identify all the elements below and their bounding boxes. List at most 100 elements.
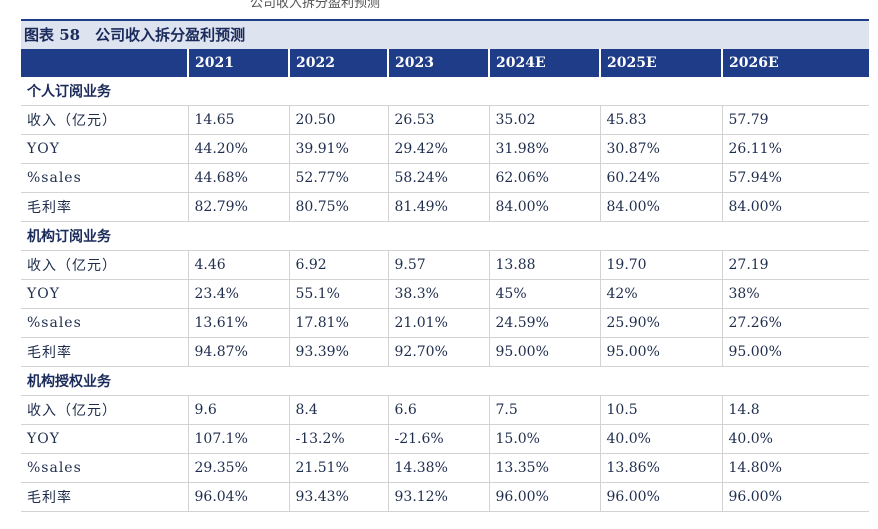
section-title: 机构授权业务 xyxy=(21,366,869,396)
section-row: 个人订阅业务 xyxy=(21,77,869,106)
value-cell: 14.38% xyxy=(388,453,490,483)
row-label: YOY xyxy=(21,424,189,454)
value-cell: 25.90% xyxy=(600,308,723,338)
value-cell: 31.98% xyxy=(489,134,601,164)
row-label: 收入（亿元） xyxy=(21,250,189,280)
value-cell: 35.02 xyxy=(489,105,601,135)
value-cell: 84.00% xyxy=(600,192,723,222)
value-cell: 95.00% xyxy=(489,337,601,367)
value-cell: 14.8 xyxy=(722,395,869,425)
table-row: 毛利率 96.04% 93.43% 93.12% 96.00% 96.00% 96.00% xyxy=(21,482,869,512)
value-cell: 10.5 xyxy=(600,395,723,425)
table-row: 毛利率 82.79% 80.75% 81.49% 84.00% 84.00% 84.00% xyxy=(21,192,869,222)
value-cell: 57.79 xyxy=(722,105,869,135)
value-cell: 95.00% xyxy=(722,337,869,367)
row-label: %sales xyxy=(21,308,189,338)
row-label: YOY xyxy=(21,279,189,309)
header-cell: 2021 xyxy=(188,49,290,77)
value-cell: 52.77% xyxy=(289,163,389,193)
section-title: 个人订阅业务 xyxy=(21,77,869,106)
value-cell: 9.6 xyxy=(188,395,290,425)
value-cell: 60.24% xyxy=(600,163,723,193)
value-cell: 95.00% xyxy=(600,337,723,367)
table-row: YOY 44.20% 39.91% 29.42% 31.98% 30.87% 26.11% xyxy=(21,134,869,164)
value-cell: 6.92 xyxy=(289,250,389,280)
row-label: 毛利率 xyxy=(21,337,189,367)
row-label: %sales xyxy=(21,163,189,193)
value-cell: 27.19 xyxy=(722,250,869,280)
value-cell: 13.88 xyxy=(489,250,601,280)
value-cell: 21.01% xyxy=(388,308,490,338)
value-cell: 21.51% xyxy=(289,453,389,483)
row-label: 收入（亿元） xyxy=(21,105,189,135)
value-cell: -13.2% xyxy=(289,424,389,454)
table-row: 收入（亿元） 4.46 6.92 9.57 13.88 19.70 27.19 xyxy=(21,250,869,280)
value-cell: 96.00% xyxy=(489,482,601,512)
value-cell: 27.26% xyxy=(722,308,869,338)
table-row: 收入（亿元） 14.65 20.50 26.53 35.02 45.83 57.79 xyxy=(21,105,869,135)
header-row: 2021 2022 2023 2024E 2025E 2026E xyxy=(21,49,869,77)
value-cell: 93.12% xyxy=(388,482,490,512)
value-cell: 45.83 xyxy=(600,105,723,135)
value-cell: 84.00% xyxy=(722,192,869,222)
header-cell: 2022 xyxy=(289,49,389,77)
value-cell: 8.4 xyxy=(289,395,389,425)
table-row: %sales 29.35% 21.51% 14.38% 13.35% 13.86% 14.8… xyxy=(21,453,869,483)
value-cell: 45% xyxy=(489,279,601,309)
value-cell: 96.04% xyxy=(188,482,290,512)
value-cell: 44.68% xyxy=(188,163,290,193)
table-row: %sales 44.68% 52.77% 58.24% 62.06% 60.24% 57.9… xyxy=(21,163,869,193)
value-cell: 20.50 xyxy=(289,105,389,135)
value-cell: 57.94% xyxy=(722,163,869,193)
value-cell: 107.1% xyxy=(188,424,290,454)
value-cell: 93.43% xyxy=(289,482,389,512)
section-title: 机构订阅业务 xyxy=(21,221,869,251)
header-cell xyxy=(21,49,189,77)
header-cell: 2026E xyxy=(722,49,869,77)
value-cell: 58.24% xyxy=(388,163,490,193)
row-label: %sales xyxy=(21,453,189,483)
value-cell: 81.49% xyxy=(388,192,490,222)
value-cell: 29.35% xyxy=(188,453,290,483)
row-label: 毛利率 xyxy=(21,482,189,512)
table-row: 收入（亿元） 9.6 8.4 6.6 7.5 10.5 14.8 xyxy=(21,395,869,425)
value-cell: 7.5 xyxy=(489,395,601,425)
value-cell: 13.35% xyxy=(489,453,601,483)
revenue-forecast-table: 2021 2022 2023 2024E 2025E 2026E 个人订阅业务收… xyxy=(21,49,869,512)
table-row: 毛利率 94.87% 93.39% 92.70% 95.00% 95.00% 95.00% xyxy=(21,337,869,367)
figure-title: 图表 58 公司收入拆分盈利预测 xyxy=(21,19,869,49)
value-cell: 29.42% xyxy=(388,134,490,164)
value-cell: 62.06% xyxy=(489,163,601,193)
table-row: YOY 23.4% 55.1% 38.3% 45% 42% 38% xyxy=(21,279,869,309)
value-cell: 26.53 xyxy=(388,105,490,135)
value-cell: 96.00% xyxy=(722,482,869,512)
value-cell: 40.0% xyxy=(600,424,723,454)
value-cell: 38.3% xyxy=(388,279,490,309)
previous-page-text: 公司收入拆分盈利预测 xyxy=(250,0,381,11)
value-cell: 13.86% xyxy=(600,453,723,483)
table-row: YOY 107.1% -13.2% -21.6% 15.0% 40.0% 40.0% xyxy=(21,424,869,454)
value-cell: 42% xyxy=(600,279,723,309)
value-cell: -21.6% xyxy=(388,424,490,454)
value-cell: 19.70 xyxy=(600,250,723,280)
header-cell: 2024E xyxy=(489,49,601,77)
value-cell: 15.0% xyxy=(489,424,601,454)
section-row: 机构订阅业务 xyxy=(21,221,869,251)
value-cell: 39.91% xyxy=(289,134,389,164)
value-cell: 38% xyxy=(722,279,869,309)
table-row: %sales 13.61% 17.81% 21.01% 24.59% 25.90% 27.2… xyxy=(21,308,869,338)
value-cell: 14.80% xyxy=(722,453,869,483)
row-label: 毛利率 xyxy=(21,192,189,222)
value-cell: 6.6 xyxy=(388,395,490,425)
value-cell: 84.00% xyxy=(489,192,601,222)
value-cell: 26.11% xyxy=(722,134,869,164)
value-cell: 96.00% xyxy=(600,482,723,512)
header-cell: 2023 xyxy=(388,49,490,77)
value-cell: 92.70% xyxy=(388,337,490,367)
value-cell: 80.75% xyxy=(289,192,389,222)
previous-page-fragment: 公司收入拆分盈利预测 xyxy=(0,0,878,16)
row-label: 收入（亿元） xyxy=(21,395,189,425)
value-cell: 30.87% xyxy=(600,134,723,164)
value-cell: 55.1% xyxy=(289,279,389,309)
row-label: YOY xyxy=(21,134,189,164)
